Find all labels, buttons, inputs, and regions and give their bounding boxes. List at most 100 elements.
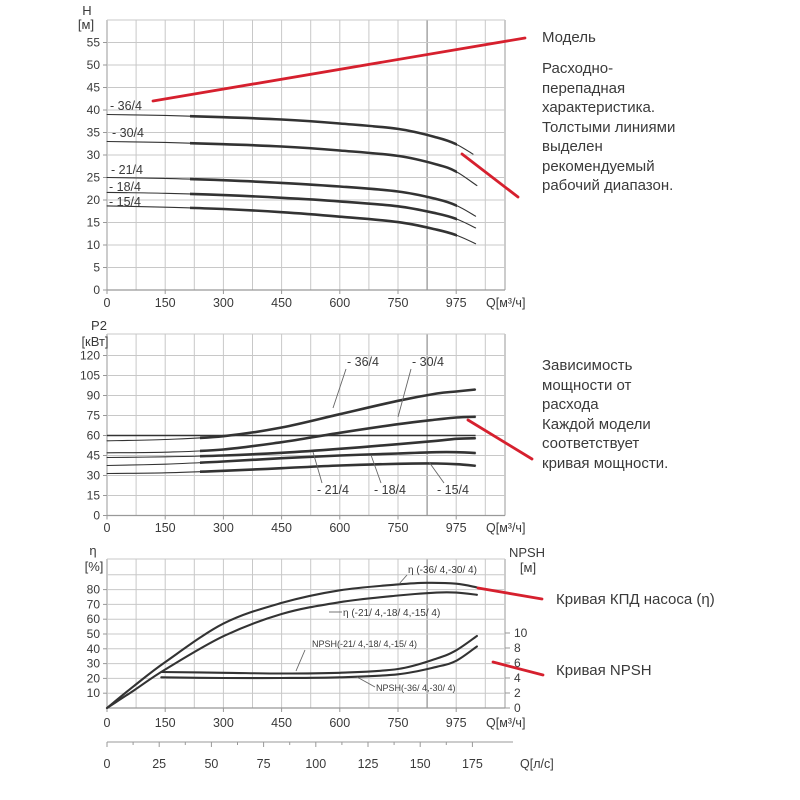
y-tick-label: 45 <box>87 449 101 463</box>
curve-η(-36/4,-30/4) <box>105 581 478 710</box>
curve-labels: η (-36/ 4,-30/ 4) η (-21/ 4,-18/ 4,-15/ 4… <box>295 565 477 693</box>
x-tick-label: 450 <box>271 296 292 310</box>
red-callout-lines <box>151 36 545 677</box>
x-tick-label: 300 <box>213 296 234 310</box>
y-tick-label: 10 <box>87 238 101 252</box>
y-tick-label: 15 <box>87 216 101 230</box>
y-tick-label: 10 <box>87 686 101 700</box>
annotation-power: Зависимость мощности от расхода Каждой м… <box>542 357 669 472</box>
x-tick-label: 975 <box>446 296 467 310</box>
x-tick-label: 600 <box>329 296 350 310</box>
npsh-tick-label: 6 <box>514 656 521 670</box>
y-tick-label: 60 <box>87 429 101 443</box>
curve-labels: - 36/4- 30/4- 21/4- 18/4- 15/4 <box>109 99 144 209</box>
npsh-tick-label: 8 <box>514 641 521 655</box>
x2-tick-label: 100 <box>305 757 326 771</box>
y-tick-label: 20 <box>87 193 101 207</box>
axis-ticks-and-labels: 0 15 30 45 60 75 90 105 120 0 150 300 450 600 750 975 Q[… <box>80 318 525 535</box>
y-tick-label: 75 <box>87 409 101 423</box>
curve-thick--15/4 <box>190 206 457 237</box>
curve-label: NPSH(-21/ 4,-18/ 4,-15/ 4) <box>312 639 417 649</box>
y-tick-label: 30 <box>87 469 101 483</box>
x-axis-unit: Q[м³/ч] <box>486 296 525 310</box>
curve-NPSH(-36/4,-30/4) <box>160 645 478 680</box>
curve-NPSH(-21/4,-18/4,-15/4) <box>160 634 478 675</box>
y-tick-label: 0 <box>93 283 100 297</box>
x-tick-label: 750 <box>388 521 409 535</box>
curves <box>105 581 478 710</box>
chart-head-vs-flow: 0 5 10 15 20 25 30 35 40 45 50 55 0 150 300 450 600 750 97… <box>78 3 526 310</box>
curve-labels: - 36/4- 30/4- 21/4- 18/4- 15/4 <box>312 355 469 497</box>
x-axis-unit: Q[м³/ч] <box>486 716 525 730</box>
y-tick-label: 5 <box>93 261 100 275</box>
x2-tick-label: 25 <box>152 757 166 771</box>
x-tick-label: 300 <box>213 521 234 535</box>
y-tick-label: 40 <box>87 103 101 117</box>
y-tick-label: 90 <box>87 389 101 403</box>
curve-thick--36/4 <box>190 114 457 147</box>
axis-title: P2 <box>91 318 107 333</box>
curve-thick--36/4 <box>200 388 476 440</box>
axis-title: [%] <box>85 559 104 574</box>
npsh-tick-label: 2 <box>514 686 521 700</box>
red-callout-line <box>491 660 545 677</box>
y-tick-label: 45 <box>87 81 101 95</box>
curve-label: - 36/4 <box>347 355 379 369</box>
axis-title: NPSH <box>509 545 545 560</box>
y-tick-label: 50 <box>87 58 101 72</box>
curves <box>106 113 478 245</box>
red-callout-line <box>476 586 544 601</box>
curve-label: - 21/4 <box>317 483 349 497</box>
y-tick-label: 0 <box>93 509 100 523</box>
y-tick-label: 60 <box>87 612 101 626</box>
curve-label: NPSH(-36/ 4,-30/ 4) <box>376 683 456 693</box>
x2-tick-label: 175 <box>462 757 483 771</box>
y-tick-label: 70 <box>87 597 101 611</box>
curve-label: - 30/4 <box>412 355 444 369</box>
x-tick-label: 975 <box>446 716 467 730</box>
x-tick-label: 600 <box>329 521 350 535</box>
x-tick-label: 600 <box>329 716 350 730</box>
y-tick-label: 20 <box>87 671 101 685</box>
x-axis-unit: Q[м³/ч] <box>486 521 525 535</box>
x-tick-label: 300 <box>213 716 234 730</box>
y-tick-label: 35 <box>87 126 101 140</box>
axis-title: H <box>82 3 91 18</box>
axis-title: η <box>89 543 96 558</box>
annotation-flow-head: Расходно- перепадная характеристика. Тол… <box>542 60 676 194</box>
x-tick-label: 150 <box>155 296 176 310</box>
curve-thick--18/4 <box>200 450 476 464</box>
curve-label: η (-36/ 4,-30/ 4) <box>408 565 477 576</box>
x-tick-label: 750 <box>388 716 409 730</box>
y-tick-label: 30 <box>87 657 101 671</box>
curve-label: - 18/4 <box>109 180 141 194</box>
x2-axis-unit: Q[л/с] <box>520 757 554 771</box>
y-tick-label: 30 <box>87 148 101 162</box>
curve-label: - 15/4 <box>109 195 141 209</box>
npsh-tick-label: 0 <box>514 701 521 715</box>
y-tick-label: 25 <box>87 171 101 185</box>
x2-tick-label: 150 <box>410 757 431 771</box>
npsh-tick-label: 10 <box>514 626 528 640</box>
npsh-tick-label: 4 <box>514 671 521 685</box>
curve-thick--21/4 <box>200 436 476 458</box>
x-tick-label: 450 <box>271 716 292 730</box>
curve-label: η (-21/ 4,-18/ 4,-15/ 4) <box>343 608 440 619</box>
y-tick-label: 80 <box>87 583 101 597</box>
y-tick-label: 50 <box>87 627 101 641</box>
curve-thick--15/4 <box>200 462 476 474</box>
axis-ticks-and-labels: 0 5 10 15 20 25 30 35 40 45 50 55 0 150 300 450 600 750 97… <box>78 3 526 310</box>
curve-thick--18/4 <box>190 192 457 221</box>
y-tick-label: 40 <box>87 642 101 656</box>
annotation-efficiency-curve: Кривая КПД насоса (η) <box>556 591 715 608</box>
curve-label: - 36/4 <box>110 99 142 113</box>
x2-tick-label: 75 <box>257 757 271 771</box>
x2-tick-label: 0 <box>104 757 111 771</box>
annotation-model: Модель <box>542 29 596 46</box>
gridlines <box>106 19 506 291</box>
x-tick-label: 0 <box>104 521 111 535</box>
x2-tick-label: 125 <box>358 757 379 771</box>
